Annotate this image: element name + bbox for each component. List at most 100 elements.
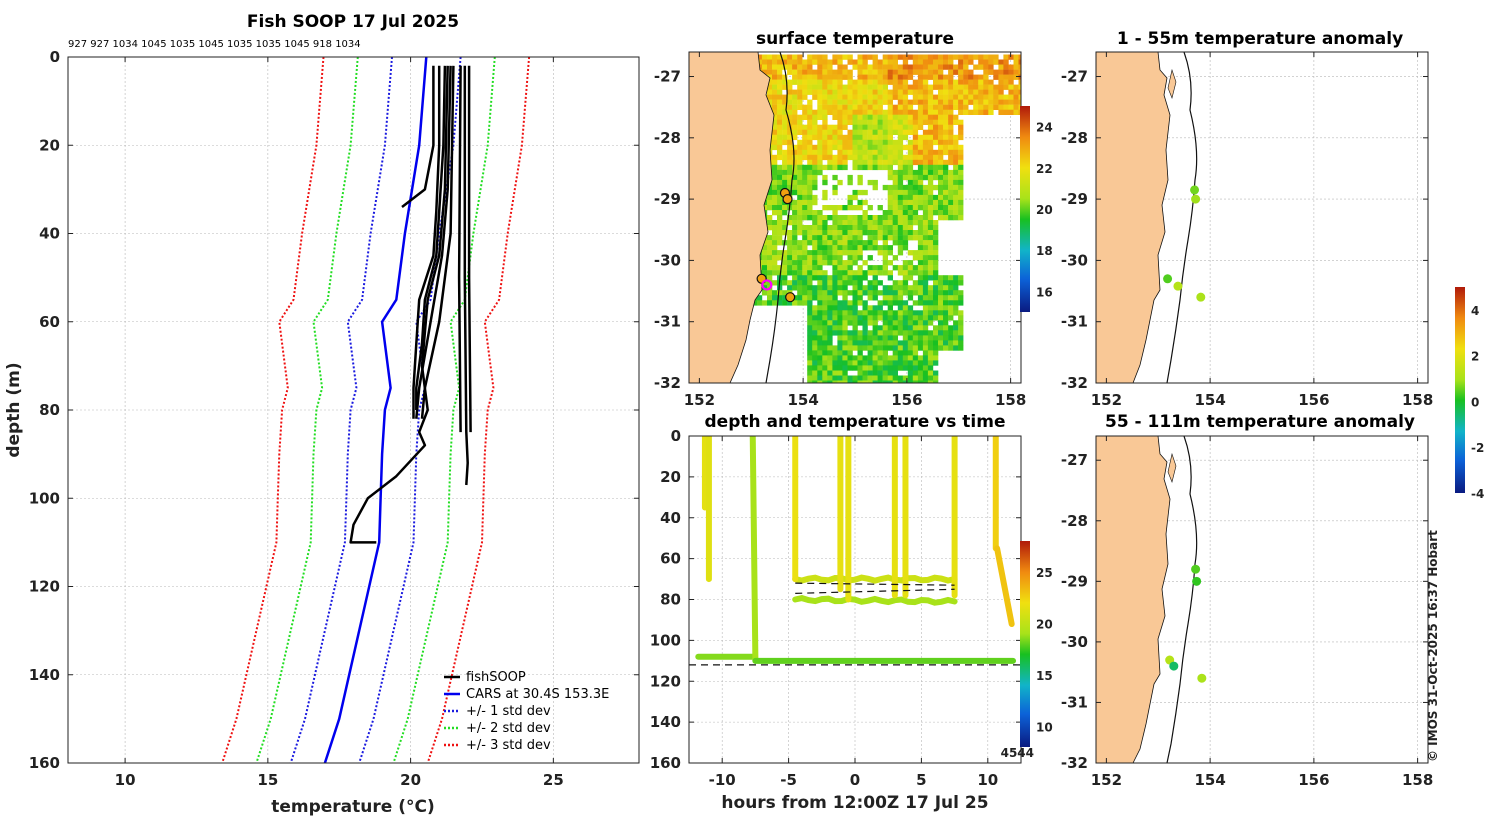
sst-cell	[887, 270, 893, 276]
sst-cell	[927, 164, 934, 171]
sst-cell	[892, 360, 898, 366]
sst-cell	[938, 74, 944, 80]
sst-cell	[862, 74, 868, 80]
sst-cell	[832, 114, 838, 120]
sst-cell	[827, 205, 833, 211]
sst-cell	[892, 94, 898, 100]
sst-cell	[792, 104, 798, 110]
sst-cell	[837, 154, 843, 161]
sst-cell	[812, 220, 818, 226]
sst-cell	[887, 365, 893, 371]
sst-cell	[988, 109, 994, 115]
profile-ytick-label: 0	[50, 48, 60, 66]
sst-cell	[912, 345, 919, 351]
sst-cell	[912, 365, 919, 371]
sst-cell	[812, 94, 818, 100]
sst-cell	[862, 164, 868, 171]
sst-cell	[933, 355, 939, 361]
sst-cell	[1013, 54, 1019, 60]
sst-cell	[912, 285, 919, 291]
sst-cell	[933, 255, 939, 261]
sst-cell	[922, 84, 929, 90]
sst-cell	[978, 54, 984, 60]
sst-cell	[922, 310, 929, 316]
sst-cell	[842, 260, 848, 266]
sst-cell	[907, 225, 914, 231]
sst-cell	[907, 250, 914, 256]
sst-cell	[958, 134, 964, 141]
sst-cell	[867, 124, 873, 130]
sst-cell	[887, 225, 893, 231]
sst-cell	[822, 154, 828, 161]
sst-cell	[812, 199, 818, 206]
sst-cell	[983, 99, 989, 105]
sst-cell	[933, 164, 939, 171]
sst-cell	[817, 370, 823, 376]
sst-cell	[1008, 99, 1014, 105]
sst-cell	[877, 225, 883, 231]
sst-cell	[897, 240, 904, 246]
sst-cell	[777, 89, 783, 95]
sst-cell	[872, 360, 878, 366]
sst-cell	[958, 174, 964, 181]
sst-cell	[897, 119, 904, 125]
sst-cell	[887, 245, 893, 251]
sst-cell	[938, 345, 944, 351]
sst-cell	[812, 109, 818, 115]
sst-cell	[807, 325, 813, 331]
sst-cell	[812, 250, 818, 256]
sst-cell	[877, 305, 883, 311]
sst-cell	[772, 104, 778, 110]
time-trace	[749, 436, 759, 664]
sst-cell	[772, 290, 778, 296]
sst-cell	[792, 89, 798, 95]
sst-cell	[777, 54, 783, 60]
sst-cell	[772, 119, 778, 125]
sst-cell	[802, 144, 808, 151]
std-dev-3-line	[426, 57, 531, 763]
sst-cell	[832, 235, 838, 241]
sst-cell	[877, 104, 883, 110]
sst-cell	[867, 270, 873, 276]
sst-cell	[1003, 74, 1009, 80]
sst-cell	[948, 325, 954, 331]
sst-cell	[772, 255, 778, 261]
sst-cell	[943, 164, 949, 171]
sst-cell	[842, 355, 848, 361]
sst-cell	[832, 320, 838, 326]
sst-cell	[852, 215, 858, 221]
sst-cell	[827, 79, 833, 85]
time-colorbar-label: 25	[1036, 566, 1053, 580]
anom-shallow-ytick-label: -28	[1061, 129, 1088, 147]
sst-cell	[938, 199, 944, 206]
sst-cell	[817, 210, 823, 216]
sst-cell	[857, 380, 863, 383]
sst-cell	[882, 345, 888, 351]
time-dashed-level	[795, 588, 955, 594]
sst-cell	[847, 139, 853, 146]
sst-cell	[958, 64, 964, 70]
sst-cell	[797, 179, 803, 186]
sst-cell	[933, 159, 939, 166]
sst-cell	[912, 139, 919, 146]
sst-cell	[933, 205, 939, 211]
sst-cell	[927, 104, 934, 110]
sst-cell	[927, 250, 934, 256]
sst-cell	[882, 265, 888, 271]
sst-cell	[887, 159, 893, 166]
sst-cell	[897, 300, 904, 306]
sst-cell	[958, 89, 964, 95]
sst-cell	[797, 139, 803, 146]
sst-cell	[802, 205, 808, 211]
sst-cell	[842, 139, 848, 146]
sst-cell	[847, 245, 853, 251]
sst-cell	[882, 94, 888, 100]
sst-cell	[857, 59, 863, 65]
sst-cell	[1013, 69, 1019, 75]
sst-cell	[832, 84, 838, 90]
legend-label-cars: CARS at 30.4S 153.3E	[466, 687, 609, 702]
sst-cell	[912, 169, 919, 176]
sst-cell	[837, 375, 843, 381]
sst-cell	[867, 290, 873, 296]
sst-cell	[897, 220, 904, 226]
